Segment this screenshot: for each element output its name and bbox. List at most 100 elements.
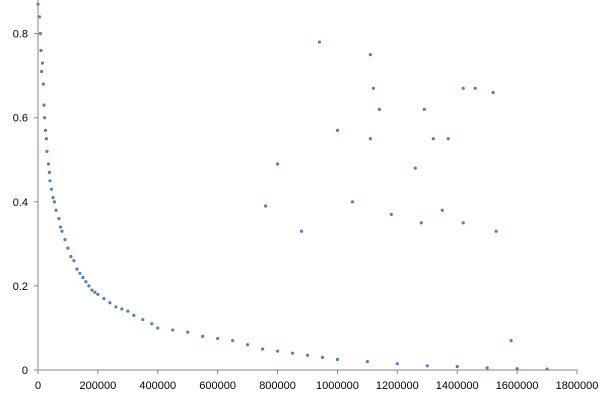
data-point (90, 288, 94, 292)
data-point (299, 229, 304, 233)
y-tick-label: 0 (22, 365, 28, 377)
data-point (66, 246, 70, 250)
x-tick-label: 200000 (80, 380, 117, 392)
data-point (365, 359, 369, 364)
data-point (425, 364, 429, 368)
data-point (389, 212, 393, 217)
data-point (120, 307, 124, 311)
y-tick-label: 0.2 (13, 281, 28, 293)
x-tick-label: 1800000 (556, 380, 599, 392)
data-point (156, 326, 160, 330)
data-point (216, 336, 220, 341)
data-point (81, 275, 85, 280)
data-point (42, 116, 47, 120)
data-point (87, 284, 91, 288)
data-point (96, 292, 100, 296)
data-point (461, 221, 465, 225)
data-point (48, 179, 52, 183)
data-point (275, 162, 280, 166)
data-point (171, 328, 175, 332)
x-tick-label: 400000 (139, 380, 176, 392)
data-point (57, 217, 61, 221)
y-tick-label: 0.6 (13, 113, 28, 125)
data-point (72, 259, 76, 263)
data-point (39, 69, 44, 74)
data-point (317, 40, 322, 44)
data-point (108, 301, 112, 305)
data-point (260, 347, 265, 351)
data-point (473, 86, 477, 90)
labels-layer: 0 200000 400000 600000 800000 1000000 1200000 1… (13, 29, 599, 392)
data-point (69, 254, 73, 259)
data-point (350, 200, 355, 204)
data-point (377, 107, 381, 111)
data-point (263, 204, 268, 208)
data-point (290, 351, 295, 355)
data-point (485, 366, 489, 370)
data-point (132, 313, 136, 317)
data-point (455, 365, 459, 369)
data-point (446, 137, 450, 141)
data-point (60, 229, 64, 233)
data-point (43, 128, 48, 132)
data-point (84, 280, 88, 284)
data-point (368, 53, 372, 57)
data-point (45, 149, 49, 153)
data-point (52, 200, 57, 204)
data-point (78, 271, 82, 275)
data-point (440, 208, 444, 212)
points-layer (36, 2, 549, 371)
data-point (37, 15, 42, 19)
x-tick-label: 1200000 (376, 380, 419, 392)
y-tick-label: 0.8 (13, 29, 28, 41)
data-point (305, 353, 310, 357)
data-point (126, 309, 130, 313)
data-point (422, 107, 426, 111)
data-point (54, 208, 58, 212)
data-point (201, 334, 205, 338)
data-point (335, 357, 340, 362)
data-point (246, 343, 250, 347)
data-point (371, 86, 375, 90)
data-point (44, 137, 48, 141)
data-point (431, 137, 435, 141)
data-point (42, 103, 46, 107)
data-point (75, 267, 79, 271)
data-point (47, 170, 51, 174)
data-point (38, 32, 43, 36)
data-point (49, 187, 54, 191)
data-point (63, 238, 67, 242)
data-point (275, 349, 280, 353)
data-point (186, 330, 190, 334)
data-point (102, 296, 106, 301)
data-point (40, 61, 45, 65)
x-tick-label: 1600000 (496, 380, 539, 392)
data-point (114, 305, 118, 309)
data-point (46, 162, 51, 166)
data-point (141, 317, 145, 322)
data-point (419, 221, 423, 225)
data-point (494, 229, 498, 233)
data-point (509, 338, 513, 343)
axes-layer (34, 0, 578, 374)
data-point (461, 86, 465, 90)
data-point (51, 196, 55, 200)
data-point (335, 128, 340, 132)
x-tick-label: 1400000 (436, 380, 479, 392)
data-point (93, 290, 97, 294)
data-point (491, 90, 495, 95)
x-tick-label: 0 (35, 380, 41, 392)
data-point (395, 362, 399, 366)
data-point (41, 82, 45, 86)
x-tick-label: 1000000 (316, 380, 359, 392)
data-point (413, 166, 417, 170)
data-point (58, 225, 63, 229)
y-tick-label: 0.4 (13, 197, 28, 209)
data-point (150, 322, 154, 326)
data-point (39, 48, 43, 53)
data-point (231, 338, 235, 343)
data-point (320, 355, 325, 359)
data-point (368, 137, 372, 141)
